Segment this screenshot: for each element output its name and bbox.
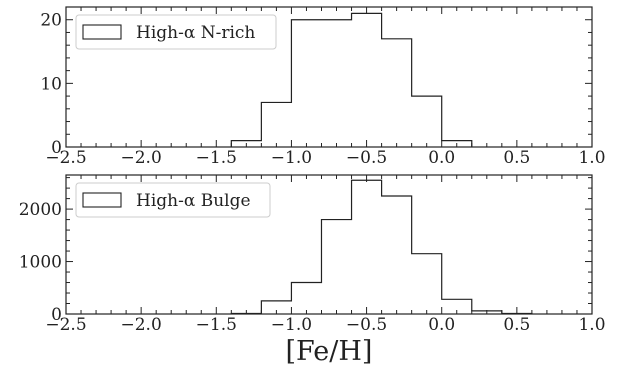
x-tick-label: −0.5 xyxy=(346,315,387,335)
y-tick-label: 0 xyxy=(51,305,62,325)
histogram-bar xyxy=(352,13,382,147)
x-tick-label: 0.0 xyxy=(428,148,455,168)
x-tick-label: −1.5 xyxy=(196,315,237,335)
x-tick-label: 0.0 xyxy=(428,315,455,335)
x-tick-label: 0.5 xyxy=(503,315,530,335)
histogram-bar xyxy=(261,102,291,147)
x-tick-label: −2.0 xyxy=(121,148,162,168)
y-tick-label: 20 xyxy=(40,11,62,31)
x-tick-label: −1.5 xyxy=(196,148,237,168)
histogram-bar xyxy=(412,96,442,147)
x-tick-label: 1.0 xyxy=(578,148,605,168)
y-tick-label: 1000 xyxy=(19,253,62,273)
x-tick-label: −2.0 xyxy=(121,315,162,335)
histogram-bar xyxy=(321,220,351,314)
x-tick-label: −1.0 xyxy=(271,315,312,335)
histogram-bar xyxy=(382,196,412,314)
x-tick-label: −1.0 xyxy=(271,148,312,168)
legend-swatch xyxy=(82,192,122,208)
y-tick-label: 2000 xyxy=(19,200,62,220)
axes-frame xyxy=(65,6,593,148)
y-tick-label: 0 xyxy=(51,138,62,158)
x-tick-label: −2.5 xyxy=(45,315,86,335)
histogram-bar xyxy=(412,254,442,314)
x-tick-label: 0.5 xyxy=(503,148,530,168)
y-tick-label: 10 xyxy=(40,74,62,94)
histogram-bar xyxy=(382,39,412,147)
legend: High-α N-rich xyxy=(75,14,277,50)
legend-box xyxy=(75,14,277,50)
x-tick-label: −0.5 xyxy=(346,148,387,168)
legend-swatch xyxy=(82,24,122,40)
legend-box xyxy=(75,182,271,218)
panel-2: −2.5 −2.0 −1.5 −1.0 −0.5 0.0 0.5 1.0 0 1000 2000 Hi… xyxy=(19,174,606,367)
legend-label: High-α N-rich xyxy=(136,23,255,43)
histogram-outline xyxy=(230,179,533,315)
legend-label: High-α Bulge xyxy=(136,191,251,211)
panel-1: −2.5 −2.0 −1.5 −1.0 −0.5 0.0 0.5 1.0 0 10 20 High-α… xyxy=(40,6,606,168)
histogram-bars xyxy=(231,180,532,314)
legend: High-α Bulge xyxy=(75,182,271,218)
x-tick-label: −2.5 xyxy=(45,148,86,168)
histogram-bar xyxy=(352,180,382,314)
histogram-bar xyxy=(291,283,321,314)
histogram-bar xyxy=(291,20,351,147)
x-tick-label: 1.0 xyxy=(578,315,605,335)
x-axis-label: [Fe/H] xyxy=(286,336,373,367)
axes-frame xyxy=(65,174,593,315)
